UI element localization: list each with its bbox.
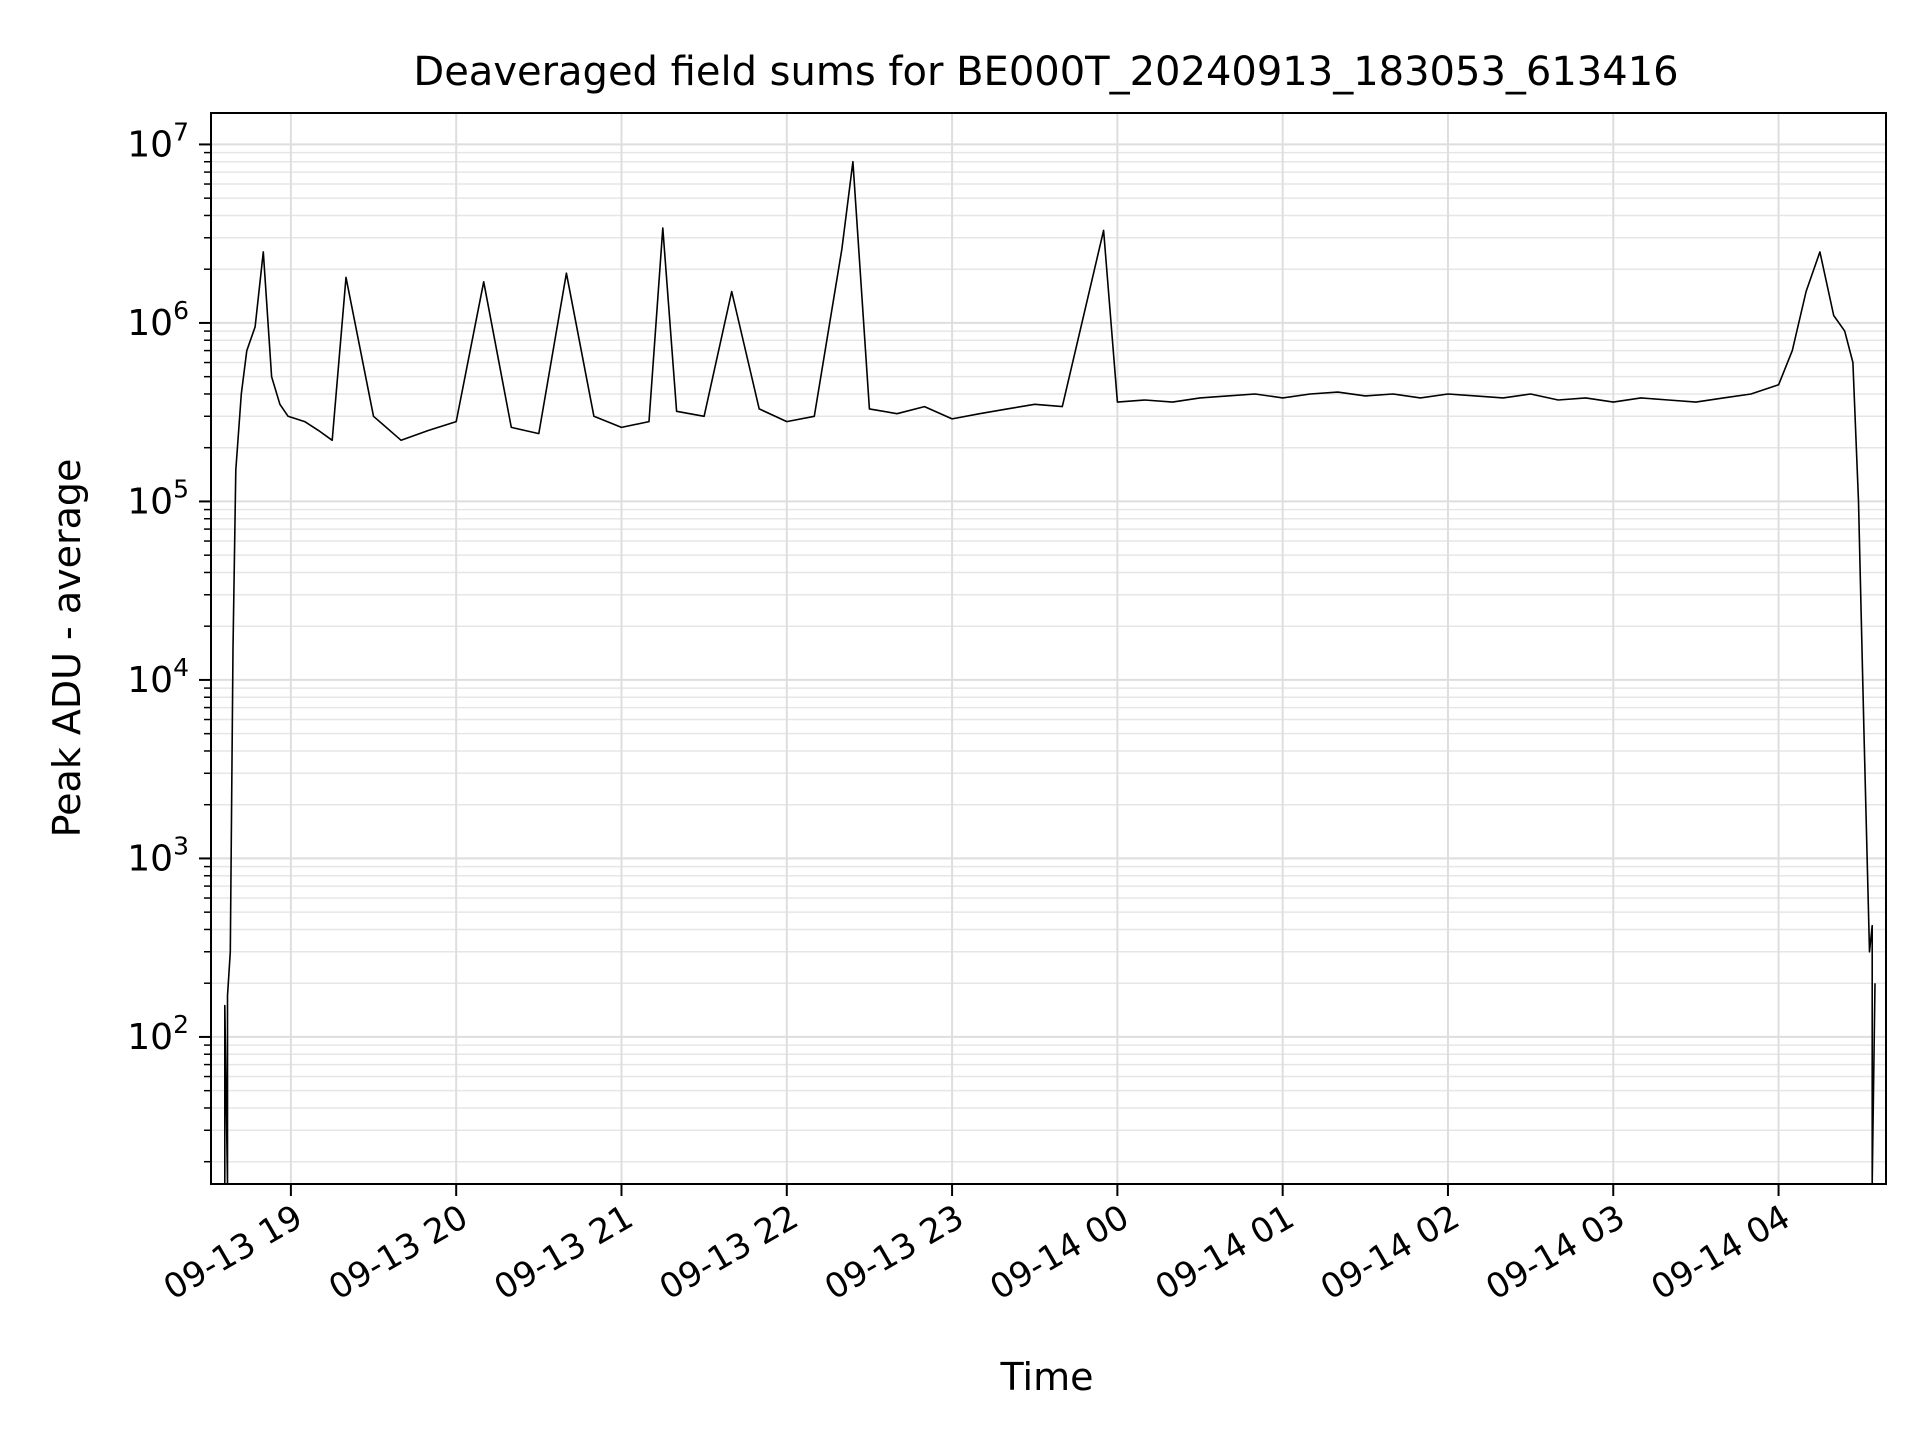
grid [211,113,1886,1184]
x-axis-label: Time [1000,1355,1094,1399]
series-line [224,160,1876,1185]
y-axis-label: Peak ADU - average [45,459,89,838]
y-tick-label: 103 [127,831,189,879]
y-tick-label: 105 [127,474,189,522]
chart-title: Deaveraged field sums for BE000T_2024091… [413,49,1678,95]
y-tick-label: 106 [127,296,189,344]
plot-frame [210,112,1887,1185]
series-layer [224,160,1876,1185]
y-tick-label: 104 [127,653,189,701]
y-tick-label: 107 [127,117,189,165]
y-axis: 102 103 104 105 106 107 [127,117,211,1163]
y-tick-label: 102 [127,1010,189,1058]
